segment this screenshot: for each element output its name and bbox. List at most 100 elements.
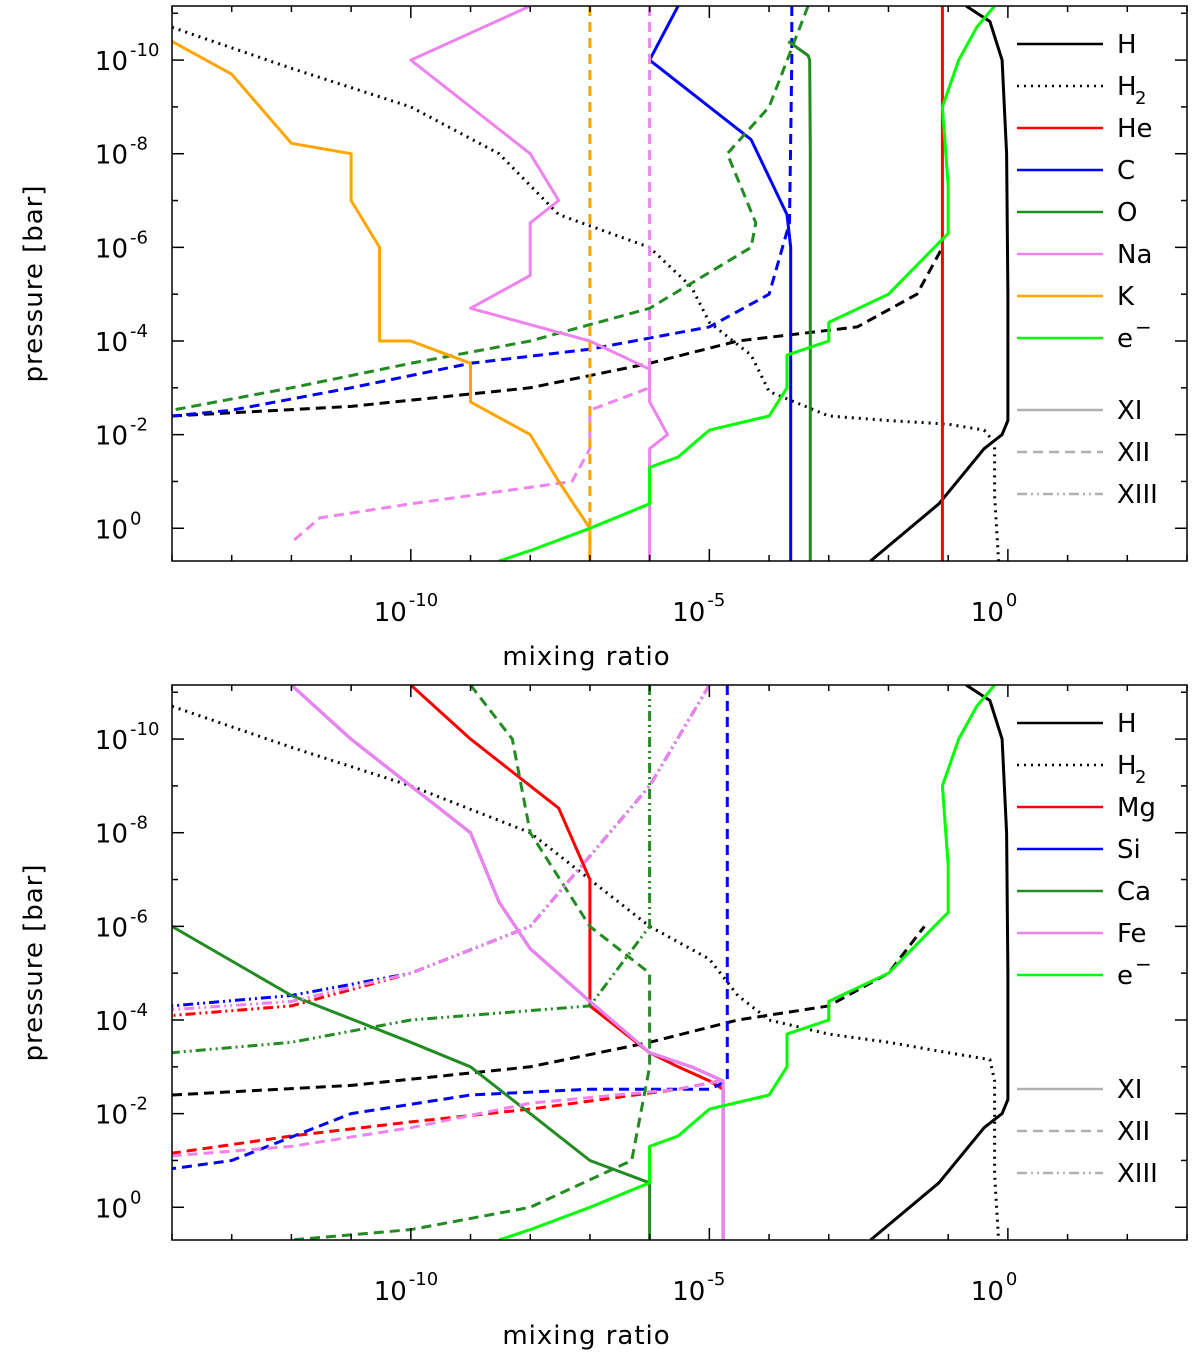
- svg-text:10: 10: [95, 1101, 128, 1131]
- y-tick-label: 10 -8: [95, 813, 148, 850]
- y-tick-label: 10 -6: [95, 227, 148, 264]
- series-line-8: [172, 685, 729, 1171]
- legend-item: H: [1017, 30, 1137, 60]
- legend-item: He: [1017, 114, 1153, 144]
- y-tick-exponent: -4: [130, 1000, 148, 1021]
- legend-label: H: [1117, 30, 1137, 60]
- x-tick-exponent: -10: [409, 590, 438, 611]
- y-tick-exponent: -10: [130, 40, 159, 61]
- series-line-2: [172, 25, 1001, 561]
- x-tick-exponent: 0: [1006, 590, 1017, 611]
- legend-label: XII: [1117, 1117, 1150, 1147]
- y-tick-label: 10 -4: [95, 321, 148, 358]
- y-tick-exponent: -8: [130, 813, 148, 834]
- x-tick-exponent: -5: [707, 590, 725, 611]
- legend-label: XI: [1117, 396, 1142, 426]
- legend-label: H: [1117, 751, 1137, 781]
- series-line-15: [172, 685, 711, 1012]
- y-tick-label: 10 -2: [95, 1094, 148, 1131]
- series-line-7: [787, 40, 812, 561]
- y-tick-label: 10 -2: [95, 415, 148, 452]
- legend-label: Ca: [1117, 877, 1151, 907]
- legend-item-ion: XIII: [1017, 1159, 1158, 1189]
- series-line-13: [290, 685, 725, 1240]
- legend-item: e −: [1017, 952, 1152, 991]
- series-line-6: [172, 6, 794, 418]
- series-line-3: [172, 925, 926, 1097]
- legend-item: H: [1017, 709, 1137, 739]
- svg-text:10: 10: [95, 422, 128, 452]
- legend-item-ion: XI: [1017, 1075, 1142, 1105]
- legend-item: H2: [1017, 751, 1146, 788]
- plot-frame: [171, 684, 1188, 1241]
- plot-frame: [171, 5, 1188, 562]
- svg-text:10: 10: [95, 47, 128, 77]
- y-tick-exponent: -10: [130, 719, 159, 740]
- legend-label: XI: [1117, 1075, 1142, 1105]
- svg-text:10: 10: [374, 598, 407, 628]
- svg-text:10: 10: [672, 1277, 705, 1307]
- svg-text:10: 10: [971, 1277, 1004, 1307]
- x-tick-exponent: -5: [707, 1269, 725, 1290]
- legend-label: O: [1117, 198, 1137, 228]
- legend-label: He: [1117, 114, 1153, 144]
- series-line-12: [172, 685, 652, 1055]
- legend-item: C: [1017, 156, 1135, 186]
- y-tick-label: 10 -10: [95, 40, 160, 77]
- x-axis-label: mixing ratio: [502, 1321, 670, 1351]
- svg-text:10: 10: [95, 820, 128, 850]
- x-tick-label: 10 0: [971, 590, 1018, 628]
- legend-label: H: [1117, 72, 1137, 102]
- x-tick-label: 10 -5: [672, 1269, 725, 1307]
- legend-item: Ca: [1017, 877, 1151, 907]
- legend-item: O: [1017, 198, 1137, 228]
- series-line-4: [409, 685, 725, 1240]
- svg-text:10: 10: [95, 913, 128, 943]
- series-line-5: [648, 6, 793, 561]
- y-tick-label: 10 -10: [95, 719, 160, 756]
- y-tick-label: 10 -4: [95, 1000, 148, 1037]
- y-tick-exponent: -4: [130, 321, 148, 342]
- legend-label: Fe: [1117, 919, 1147, 949]
- svg-text:10: 10: [95, 1194, 128, 1224]
- series-line-2: [172, 704, 1001, 1240]
- y-axis-label: pressure [bar]: [19, 864, 49, 1062]
- legend-label: XII: [1117, 438, 1150, 468]
- legend-item-ion: XI: [1017, 396, 1142, 426]
- y-axis-label: pressure [bar]: [19, 185, 49, 383]
- legend-label: e: [1117, 324, 1133, 354]
- series-line-16: [498, 685, 996, 1240]
- legend-item: e −: [1017, 315, 1152, 354]
- y-tick-exponent: -6: [130, 906, 148, 927]
- legend-label: XIII: [1117, 1159, 1158, 1189]
- legend-label: H: [1117, 709, 1137, 739]
- y-tick-exponent: -6: [130, 227, 148, 248]
- legend-item: Fe: [1017, 919, 1147, 949]
- x-tick-exponent: 0: [1006, 1269, 1017, 1290]
- legend-item: H2: [1017, 72, 1146, 109]
- legend-label: C: [1117, 156, 1135, 186]
- y-tick-exponent: -8: [130, 134, 148, 155]
- series-line-11: [172, 40, 592, 561]
- series-line-10: [290, 6, 652, 544]
- y-tick-exponent: -2: [130, 415, 148, 436]
- series-line-9: [409, 6, 670, 561]
- y-tick-label: 10 0: [95, 1187, 142, 1224]
- y-tick-exponent: 0: [130, 508, 141, 529]
- svg-text:10: 10: [672, 598, 705, 628]
- x-tick-exponent: -10: [409, 1269, 438, 1290]
- legend-item: Si: [1017, 835, 1141, 865]
- series-line-1: [869, 685, 1010, 1240]
- y-tick-exponent: -2: [130, 1094, 148, 1115]
- series-line-14: [172, 1079, 721, 1158]
- series-line-11: [291, 685, 652, 1240]
- x-tick-label: 10 -10: [374, 1269, 439, 1307]
- svg-text:10: 10: [95, 234, 128, 264]
- svg-text:10: 10: [95, 1007, 128, 1037]
- legend-superscript: −: [1135, 315, 1152, 339]
- svg-text:10: 10: [95, 141, 128, 171]
